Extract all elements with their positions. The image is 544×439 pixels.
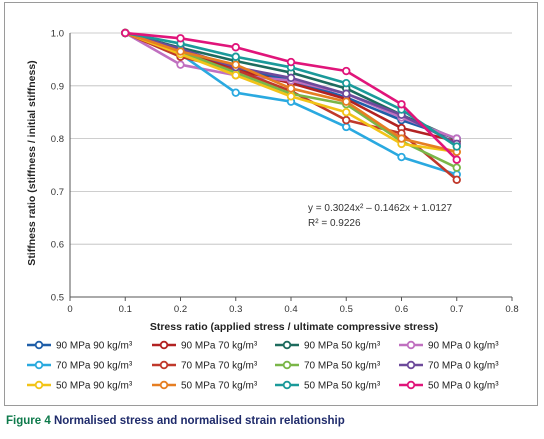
- data-point: [231, 52, 240, 61]
- legend-item: 90 MPa 70 kg/m³: [152, 341, 258, 352]
- data-point: [342, 122, 351, 132]
- legend-label: 90 MPa 0 kg/m³: [428, 341, 499, 352]
- y-tick-label: 0.9: [51, 81, 64, 92]
- y-tick-label: 0.5: [51, 293, 64, 304]
- legend-label: 90 MPa 90 kg/m³: [56, 341, 133, 352]
- data-point: [342, 107, 351, 117]
- legend-swatch-marker: [406, 340, 416, 350]
- series-11: [121, 28, 461, 151]
- data-point: [452, 175, 461, 184]
- legend-item: 90 MPa 0 kg/m³: [399, 341, 499, 352]
- legend-item: 50 MPa 70 kg/m³: [152, 381, 258, 392]
- series-lines: [121, 28, 461, 184]
- legend-item: 90 MPa 90 kg/m³: [27, 341, 133, 352]
- legend-item: 50 MPa 0 kg/m³: [399, 381, 499, 392]
- legend-item: 70 MPa 90 kg/m³: [27, 361, 133, 372]
- x-tick-label: 0.1: [119, 304, 132, 315]
- y-tick-label: 1.0: [51, 29, 64, 40]
- data-point: [286, 92, 296, 101]
- data-point: [231, 43, 240, 52]
- trendline-equation: y = 0.3024x² – 0.1462x + 1.0127 R² = 0.9…: [308, 203, 452, 229]
- legend-label: 50 MPa 70 kg/m³: [181, 381, 258, 392]
- legend: 90 MPa 90 kg/m³ 90 MPa 70 kg/m³ 90 MPa 50 …: [27, 341, 499, 392]
- legend-label: 50 MPa 0 kg/m³: [428, 381, 499, 392]
- legend-swatch-marker: [282, 380, 292, 390]
- data-point: [397, 152, 406, 162]
- legend-swatch-marker: [159, 340, 169, 350]
- legend-swatch-marker: [406, 360, 416, 370]
- legend-item: 50 MPa 90 kg/m³: [27, 381, 133, 392]
- data-point: [342, 78, 351, 88]
- legend-swatch-marker: [406, 380, 416, 390]
- data-point: [231, 60, 240, 69]
- x-tick-label: 0.4: [284, 304, 297, 315]
- data-point: [342, 97, 351, 106]
- legend-item: 70 MPa 0 kg/m³: [399, 361, 499, 372]
- legend-swatch-marker: [282, 360, 292, 370]
- legend-swatch-marker: [34, 380, 44, 390]
- x-tick-label: 0.5: [340, 304, 353, 315]
- legend-swatch-marker: [159, 380, 169, 390]
- data-point: [452, 163, 461, 172]
- data-point: [121, 28, 130, 38]
- data-point: [176, 60, 185, 69]
- legend-swatch-marker: [282, 340, 292, 350]
- legend-item: 50 MPa 50 kg/m³: [275, 381, 381, 392]
- legend-item: 90 MPa 50 kg/m³: [275, 341, 381, 352]
- legend-label: 70 MPa 50 kg/m³: [304, 361, 381, 372]
- data-point: [286, 57, 296, 67]
- y-tick-label: 0.8: [51, 134, 64, 145]
- figure-caption-label: Figure 4: [6, 415, 51, 427]
- legend-item: 70 MPa 70 kg/m³: [152, 361, 258, 372]
- legend-label: 50 MPa 90 kg/m³: [56, 381, 133, 392]
- y-axis-title: Stiffness ratio (stiffness / initial sti…: [26, 60, 38, 265]
- equation-line-1: y = 0.3024x² – 0.1462x + 1.0127: [308, 203, 452, 214]
- series-10: [121, 28, 461, 156]
- legend-item: 70 MPa 50 kg/m³: [275, 361, 381, 372]
- figure-frame: 0.5 0.6 0.7 0.8 0.9 1.0 0 0.1 0.2 0.3 0.4 0.5 0.6 0.7…: [4, 2, 538, 406]
- data-point: [342, 66, 351, 76]
- x-tick-label: 0.8: [505, 304, 518, 315]
- figure-caption-text: Normalised stress and normalised strain …: [53, 415, 345, 427]
- x-tick-label: 0.6: [395, 304, 408, 315]
- data-point: [176, 47, 185, 56]
- tick-labels: 0.5 0.6 0.7 0.8 0.9 1.0 0 0.1 0.2 0.3 0.4 0.5 0.6 0.7…: [51, 29, 519, 316]
- data-point: [176, 34, 185, 43]
- data-point: [342, 115, 351, 125]
- x-tick-label: 0.3: [229, 304, 242, 315]
- data-point: [397, 134, 406, 143]
- data-point: [231, 88, 240, 97]
- x-tick-label: 0.2: [174, 304, 187, 315]
- x-axis-title: Stress ratio (applied stress / ultimate …: [150, 321, 438, 333]
- chart: 0.5 0.6 0.7 0.8 0.9 1.0 0 0.1 0.2 0.3 0.4 0.5 0.6 0.7…: [26, 28, 519, 392]
- data-point: [397, 100, 406, 109]
- y-tick-label: 0.7: [51, 187, 64, 198]
- equation-line-2: R² = 0.9226: [308, 218, 361, 229]
- data-point: [286, 73, 296, 83]
- data-point: [452, 155, 461, 164]
- legend-label: 50 MPa 50 kg/m³: [304, 381, 381, 392]
- legend-swatch-marker: [34, 340, 44, 350]
- x-tick-label: 0: [67, 304, 72, 315]
- data-point: [231, 71, 240, 80]
- axes: [69, 33, 513, 301]
- x-tick-label: 0.7: [450, 304, 463, 315]
- legend-label: 70 MPa 70 kg/m³: [181, 361, 258, 372]
- legend-label: 90 MPa 50 kg/m³: [304, 341, 381, 352]
- data-point: [452, 142, 461, 151]
- data-point: [286, 84, 296, 93]
- figure-caption: Figure 4 Normalised stress and normalise…: [6, 415, 345, 427]
- series-12: [121, 28, 461, 164]
- data-point: [342, 89, 351, 98]
- legend-label: 90 MPa 70 kg/m³: [181, 341, 258, 352]
- legend-label: 70 MPa 0 kg/m³: [428, 361, 499, 372]
- legend-swatch-marker: [34, 360, 44, 370]
- legend-label: 70 MPa 90 kg/m³: [56, 361, 133, 372]
- y-tick-label: 0.6: [51, 240, 64, 251]
- legend-swatch-marker: [159, 360, 169, 370]
